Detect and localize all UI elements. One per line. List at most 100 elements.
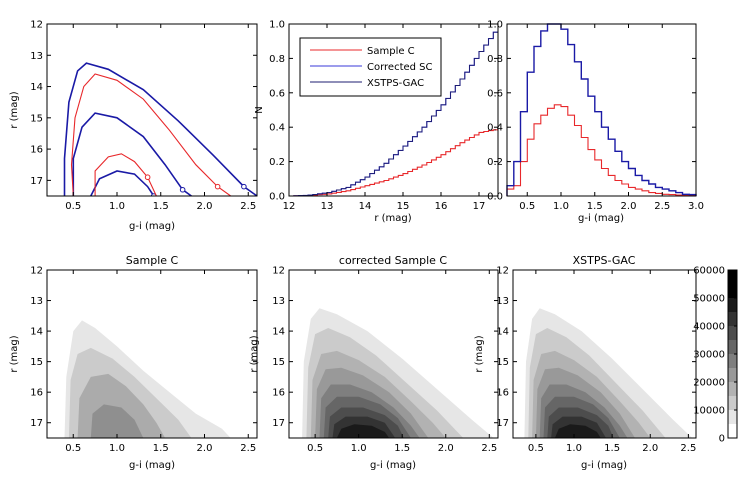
contour-xlabel: g-i (mag) (129, 221, 175, 232)
legend-label-xstps-gac: XSTPS-GAC (367, 78, 424, 89)
y-tick-label: 0.6 (487, 88, 503, 99)
x-tick-label: 15 (397, 201, 410, 212)
histogram-series (506, 23, 697, 196)
legend: Sample C Corrected SC XSTPS-GAC (299, 37, 442, 97)
colorbar-level (728, 340, 737, 354)
density-xstps-frame (512, 269, 697, 439)
x-tick-label: 0.5 (519, 201, 535, 212)
y-tick-label: 15 (496, 357, 509, 368)
colorbar-level (728, 354, 737, 368)
colorbar-tick-label: 20000 (693, 378, 725, 389)
contour-ylabel: r (mag) (9, 91, 20, 128)
histogram-panel: 0.5 1.0 1.5 2.0 2.5 3.0 0.0 0.2 0.4 0.6 0.8 1.0 g-i… (487, 20, 704, 225)
y-tick-label: 0.2 (269, 157, 285, 168)
x-tick-label: 2.5 (240, 201, 256, 212)
x-tick-label: 1.5 (604, 443, 620, 454)
x-tick-label: 2.0 (197, 443, 213, 454)
x-tick-label: 1.0 (351, 443, 367, 454)
y-tick-label: 0.8 (487, 54, 503, 65)
density-xstps-ylabel: r (mag) (474, 335, 485, 372)
colorbar: 0 10000 20000 30000 40000 50000 60000 (693, 266, 738, 445)
y-tick-label: 0.0 (269, 192, 285, 203)
legend-box (299, 37, 442, 97)
contour-line (90, 170, 155, 196)
y-tick-label: 12 (272, 266, 285, 277)
x-tick-label: 1.5 (587, 201, 603, 212)
colorbar-tick-label: 0 (719, 434, 725, 445)
colorbar-level (728, 312, 737, 326)
colorbar-level (728, 326, 737, 340)
y-tick-label: 0.4 (269, 123, 285, 134)
contour-panel: 0.5 1.0 1.5 2.0 2.5 12 13 14 15 16 17 g-i (mag) r … (9, 20, 258, 232)
y-tick-label: 15 (30, 113, 43, 124)
colorbar-level (728, 298, 737, 312)
density-sample-c-frame (46, 269, 258, 439)
y-tick-label: 1.0 (487, 20, 503, 31)
y-tick-label: 0.4 (487, 123, 503, 134)
colorbar-level (728, 396, 737, 410)
contour-line (70, 73, 232, 196)
y-tick-label: 12 (30, 20, 43, 31)
colorbar-level (728, 382, 737, 396)
legend-label-corrected-sc: Corrected SC (367, 62, 433, 73)
x-tick-label: 0.5 (528, 443, 544, 454)
y-tick-label: 13 (496, 296, 509, 307)
x-tick-label: 1.0 (109, 443, 125, 454)
colorbar-level (728, 410, 737, 424)
colorbar-tick-label: 50000 (693, 294, 725, 305)
y-tick-label: 17 (272, 418, 285, 429)
y-tick-label: 13 (272, 296, 285, 307)
density-corrected-xlabel: g-i (mag) (370, 460, 416, 471)
x-tick-label: 0.5 (307, 443, 323, 454)
y-tick-label: 12 (496, 266, 509, 277)
y-tick-label: 14 (272, 327, 285, 338)
x-tick-label: 2.5 (680, 443, 696, 454)
colorbar-level (728, 424, 737, 438)
y-tick-label: 15 (30, 357, 43, 368)
y-tick-label: 0.2 (487, 157, 503, 168)
y-tick-label: 12 (30, 266, 43, 277)
density-level (554, 424, 601, 438)
x-tick-label: 1.5 (153, 201, 169, 212)
contour-line (63, 62, 257, 196)
density-xstps-title: XSTPS-GAC (573, 254, 636, 267)
density-xstps-xlabel: g-i (mag) (581, 460, 627, 471)
x-tick-label: 2.0 (621, 201, 637, 212)
x-tick-label: 13 (321, 201, 334, 212)
x-tick-label: 0.5 (65, 201, 81, 212)
y-tick-label: 0.0 (487, 192, 503, 203)
histogram-series (506, 104, 697, 197)
y-tick-label: 16 (496, 388, 509, 399)
density-corrected-panel: 0.5 1.0 1.5 2.0 2.5 12 13 14 15 16 17 corrected Sa… (249, 254, 499, 471)
cumulative-panel: 12 13 14 15 16 17 0.0 0.2 0.4 0.6 0.8 1.0 r (mag) N… (254, 20, 499, 224)
y-tick-label: 16 (272, 388, 285, 399)
y-tick-label: 14 (30, 327, 43, 338)
density-sample-c-xlabel: g-i (mag) (129, 460, 175, 471)
density-level (336, 424, 390, 438)
colorbar-tick-label: 60000 (693, 266, 725, 277)
colorbar-tick-label: 40000 (693, 322, 725, 333)
x-tick-label: 1.0 (566, 443, 582, 454)
x-tick-label: 16 (435, 201, 448, 212)
legend-label-sample-c: Sample C (367, 46, 415, 57)
x-tick-label: 1.5 (394, 443, 410, 454)
contour-label-marker (144, 174, 151, 181)
contour-label-marker (179, 186, 186, 193)
cumulative-series-line (289, 129, 498, 197)
histogram-frame (506, 23, 697, 197)
y-tick-label: 17 (30, 176, 43, 187)
contour-frame (46, 23, 258, 197)
density-xstps-panel: 0.5 1.0 1.5 2.0 2.5 12 13 14 15 16 17 XSTPS-GAC g-… (474, 254, 697, 471)
y-tick-label: 14 (496, 327, 509, 338)
y-tick-label: 14 (30, 82, 43, 93)
x-tick-label: 1.0 (553, 201, 569, 212)
contour-label-marker (241, 183, 247, 190)
contour-label-marker (214, 183, 221, 190)
x-tick-label: 1.0 (109, 201, 125, 212)
y-tick-label: 16 (30, 145, 43, 156)
y-tick-label: 17 (496, 418, 509, 429)
y-tick-label: 17 (30, 418, 43, 429)
y-tick-label: 13 (30, 51, 43, 62)
density-level (90, 404, 144, 438)
